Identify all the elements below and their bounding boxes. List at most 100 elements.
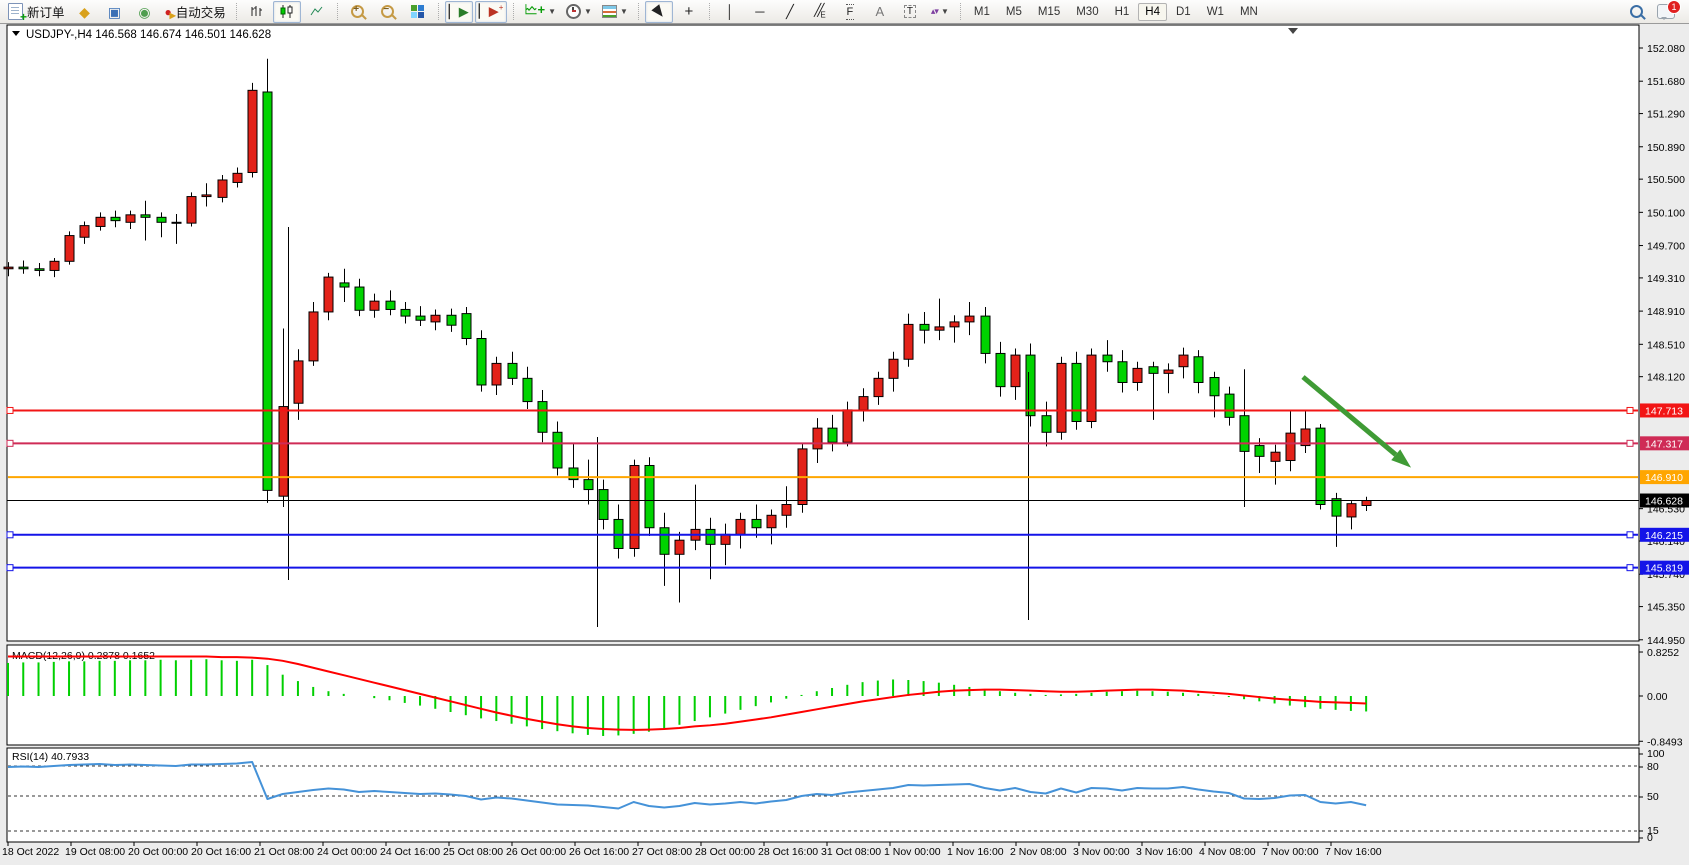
horizontal-line-tool-button[interactable]: ─	[746, 1, 774, 23]
timeframe-m30[interactable]: M30	[1076, 5, 1099, 18]
candlestick-bar	[1163, 363, 1174, 394]
main-chart-panel[interactable]	[6, 24, 1640, 642]
templates-button[interactable]: ▼	[598, 1, 632, 23]
price-label-text: 147.317	[1645, 438, 1683, 450]
candlestick-bar	[3, 262, 14, 277]
price-axis-tick: 148.910	[1647, 306, 1685, 318]
candlestick-bar	[125, 210, 136, 229]
time-axis-label: 1 Nov 16:00	[947, 846, 1004, 858]
candlestick-bar	[903, 313, 914, 367]
text-icon: A	[875, 4, 885, 19]
candlestick-bar	[1025, 343, 1036, 427]
rsi-label: RSI(14) 40.7933	[12, 751, 89, 763]
candlestick-bar	[461, 306, 472, 346]
macd-signal-line	[8, 655, 1367, 731]
timeframe-m5[interactable]: M5	[1005, 5, 1022, 18]
signals-button[interactable]: ◉	[131, 1, 159, 23]
line-handle[interactable]	[6, 531, 14, 539]
price-axis-tick: 151.680	[1647, 76, 1685, 88]
time-axis-label: 24 Oct 16:00	[380, 846, 440, 858]
trend-arrow-head[interactable]	[1391, 449, 1412, 468]
search-icon[interactable]	[1630, 5, 1643, 18]
auto-trading-button[interactable]: ● ▶ 自动交易	[161, 1, 230, 23]
line-handle[interactable]	[1626, 439, 1634, 447]
chart-shift-button[interactable]: ▏▶+	[474, 0, 508, 23]
time-axis-label: 7 Nov 00:00	[1262, 846, 1319, 858]
candlestick-bar	[1285, 409, 1296, 472]
timeframe-h4[interactable]: H4	[1138, 2, 1167, 21]
price-axis-tick: 148.510	[1647, 339, 1685, 351]
macd-axis-label: -0.8493	[1647, 736, 1683, 748]
line-handle[interactable]	[6, 406, 14, 414]
trendline-tool-button[interactable]: ╱	[776, 1, 804, 23]
line-chart-button[interactable]	[303, 1, 331, 23]
zoom-out-button[interactable]: −	[374, 1, 402, 23]
candlestick-bar	[186, 192, 197, 227]
metaeditor-button[interactable]: ◆	[71, 1, 99, 23]
text-tool-button[interactable]: A	[866, 1, 894, 23]
cursor-tool-button[interactable]	[644, 0, 673, 23]
price-label-text: 146.215	[1645, 530, 1683, 542]
timeframe-w1[interactable]: W1	[1206, 5, 1224, 18]
timeframe-d1[interactable]: D1	[1176, 5, 1191, 18]
candlestick-bar	[659, 512, 670, 586]
auto-scroll-button[interactable]: ▏▶	[444, 0, 473, 23]
candlestick-bar	[705, 517, 716, 580]
timeframe-h1[interactable]: H1	[1114, 5, 1130, 18]
line-handle[interactable]	[6, 439, 14, 447]
candlestick-bar	[1010, 348, 1021, 400]
line-handle[interactable]	[1626, 564, 1634, 572]
time-axis-label: 20 Oct 00:00	[128, 846, 188, 858]
line-handle[interactable]	[6, 564, 14, 572]
candlestick-bar	[1132, 361, 1143, 391]
terminal-icon: ▣	[107, 3, 122, 20]
chat-icon[interactable]: 1	[1657, 0, 1681, 20]
fibonacci-tool-button[interactable]: F	[836, 1, 864, 23]
crosshair-tool-button[interactable]: +	[675, 1, 703, 23]
candlestick-chart-button[interactable]	[272, 0, 301, 23]
candlestick-bar	[49, 257, 60, 278]
candlestick-bar	[171, 214, 182, 244]
toolbar-separator	[959, 3, 961, 20]
candlestick-bar	[812, 418, 823, 463]
trend-arrow[interactable]	[1301, 375, 1398, 457]
new-order-button[interactable]: + 新订单	[4, 1, 69, 23]
candlestick-bar	[781, 486, 792, 528]
line-handle[interactable]	[1626, 531, 1634, 539]
candlestick-bar	[385, 290, 396, 316]
candlestick-bar	[400, 301, 411, 324]
candlestick-bar	[873, 371, 884, 405]
price-axis-tick: 149.310	[1647, 273, 1685, 285]
bar-chart-button[interactable]	[243, 1, 271, 23]
tile-windows-button[interactable]	[404, 1, 432, 23]
candlestick-bar	[1300, 409, 1311, 454]
price-axis-tick: 145.350	[1647, 602, 1685, 614]
timeframe-m15[interactable]: M15	[1037, 5, 1061, 18]
vertical-line-tool-button[interactable]: │	[716, 1, 744, 23]
indicators-button[interactable]: 🗠+ ▼	[520, 1, 560, 23]
rsi-axis-label: 100	[1647, 748, 1665, 760]
channel-tool-button[interactable]: ╱╱E	[806, 1, 834, 23]
candlestick-bar	[827, 414, 838, 452]
arrows-tool-button[interactable]: ▴▾ ▼	[926, 1, 954, 23]
candlestick-bar	[1346, 501, 1357, 530]
candlestick-bar	[888, 351, 899, 392]
tile-windows-icon	[411, 5, 425, 18]
candlestick-bar	[1102, 340, 1113, 372]
macd-panel[interactable]	[6, 644, 1640, 746]
candlestick-bar	[949, 315, 960, 343]
chart-shift-marker[interactable]	[1288, 28, 1298, 34]
timeframe-m1[interactable]: M1	[973, 5, 990, 18]
timeframe-mn[interactable]: MN	[1239, 5, 1258, 18]
zoom-in-button[interactable]: +	[344, 1, 372, 23]
terminal-button[interactable]: ▣	[101, 1, 129, 23]
candlestick-bar	[354, 278, 365, 317]
symbol-dropdown-icon[interactable]	[12, 31, 20, 36]
candlestick-bar	[140, 200, 151, 241]
text-label-tool-button[interactable]: T	[896, 1, 924, 23]
candlestick-bar	[217, 174, 228, 203]
line-handle[interactable]	[1626, 406, 1634, 414]
periods-button[interactable]: ▼	[562, 1, 596, 23]
price-label-text: 145.819	[1645, 563, 1683, 575]
